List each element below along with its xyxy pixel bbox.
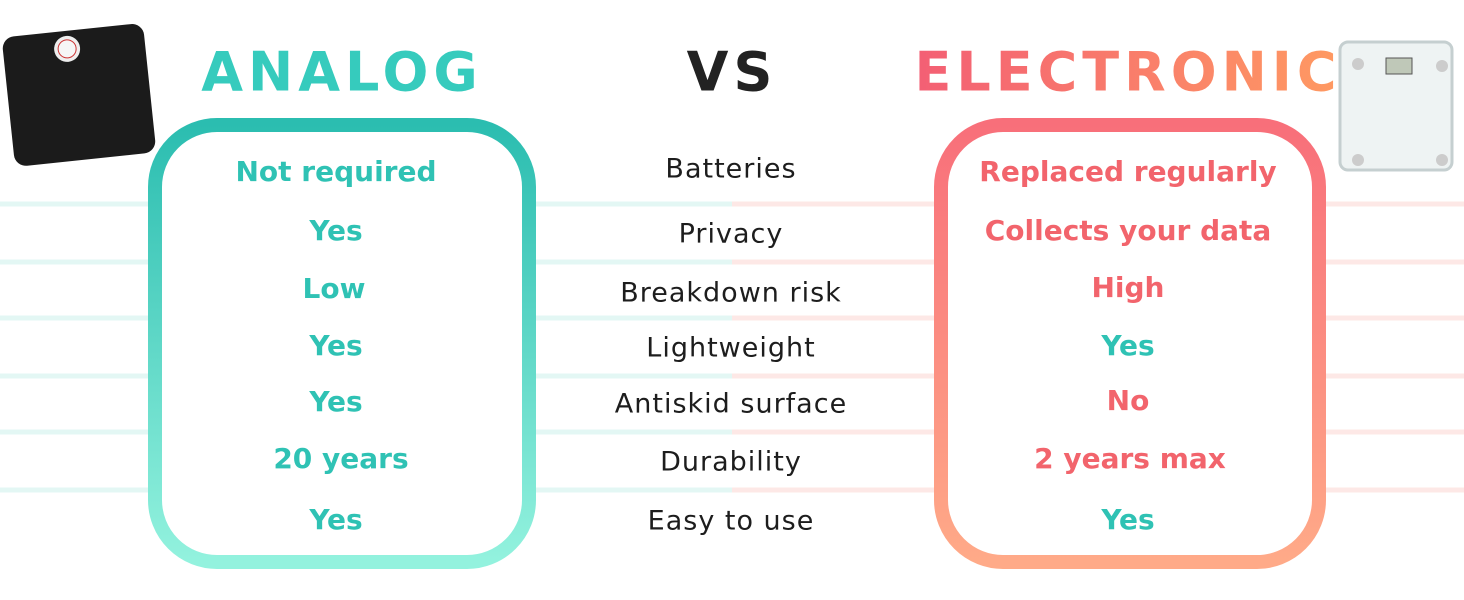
- electronic-scale-image: [1338, 40, 1454, 172]
- electronic-value: 2 years max: [1034, 442, 1226, 475]
- analog-title: ANALOG: [201, 41, 483, 104]
- feature-label: Antiskid surface: [615, 389, 847, 420]
- electronic-title: ELECTRONIC: [914, 41, 1341, 104]
- feature-label: Easy to use: [648, 506, 815, 537]
- electronic-value: Collects your data: [985, 214, 1272, 247]
- analog-value: Low: [303, 272, 366, 305]
- analog-value: Not required: [235, 155, 436, 188]
- feature-label: Lightweight: [646, 333, 815, 364]
- electronic-value: Replaced regularly: [979, 155, 1276, 188]
- electronic-value: Yes: [1100, 503, 1154, 536]
- analog-value: Yes: [308, 329, 362, 362]
- feature-label: Privacy: [679, 219, 784, 250]
- feature-label: Batteries: [665, 154, 796, 185]
- analog-value: Yes: [308, 214, 362, 247]
- electronic-box: [934, 118, 1326, 569]
- feature-label: Breakdown risk: [620, 278, 842, 309]
- analog-value: Yes: [308, 385, 362, 418]
- feature-label: Durability: [660, 447, 802, 478]
- analog-scale-image: [2, 24, 156, 166]
- analog-box: [148, 118, 536, 569]
- analog-value: 20 years: [273, 442, 408, 475]
- analog-value: Yes: [308, 503, 362, 536]
- electronic-value: Yes: [1100, 329, 1154, 362]
- vs-title: VS: [687, 41, 778, 104]
- electronic-value: High: [1091, 271, 1164, 304]
- electronic-value: No: [1107, 384, 1150, 417]
